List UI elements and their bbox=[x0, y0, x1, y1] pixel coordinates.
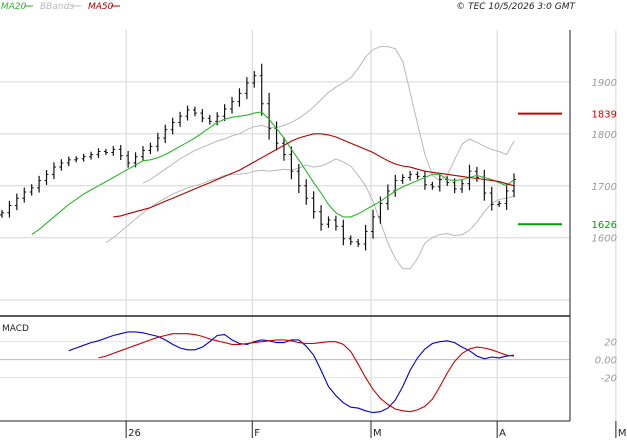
ohlc-bar bbox=[333, 215, 338, 231]
month-tick-label: F bbox=[254, 428, 260, 439]
price-tick-label: 1600 bbox=[592, 234, 617, 245]
macd-line bbox=[68, 331, 515, 414]
ohlc-bar bbox=[126, 150, 131, 168]
ohlc-bar bbox=[207, 114, 212, 125]
ohlc-bar bbox=[237, 88, 242, 107]
ohlc-bar bbox=[267, 92, 272, 140]
ohlc-bar bbox=[408, 171, 413, 181]
ohlc-bar bbox=[289, 146, 294, 180]
ohlc-bar bbox=[311, 191, 316, 219]
legend-ma50: MA50 bbox=[88, 2, 114, 12]
ohlc-bar bbox=[140, 146, 145, 162]
ohlc-bar bbox=[51, 162, 56, 180]
ohlc-bar bbox=[14, 193, 19, 211]
price-bars bbox=[0, 63, 516, 251]
ohlc-bar bbox=[118, 145, 123, 161]
ohlc-bar bbox=[89, 151, 94, 160]
ohlc-bar bbox=[341, 219, 346, 246]
ohlc-bar bbox=[400, 174, 405, 184]
ohlc-bar bbox=[326, 216, 331, 228]
bollinger-lower-line bbox=[105, 158, 515, 270]
ohlc-bar bbox=[111, 146, 116, 156]
ohlc-bar bbox=[222, 104, 227, 121]
ohlc-bar bbox=[7, 200, 12, 218]
legend-ma20: MA20 bbox=[1, 2, 27, 12]
ohlc-bar bbox=[437, 174, 442, 192]
bollinger-bands bbox=[105, 46, 515, 270]
ohlc-bar bbox=[348, 235, 353, 246]
ohlc-bar bbox=[170, 117, 175, 135]
ohlc-bar bbox=[371, 209, 376, 239]
signal-line bbox=[98, 333, 515, 413]
ma20-line bbox=[31, 111, 515, 236]
level-label: 1626 bbox=[592, 220, 617, 231]
price-tick-label: 1800 bbox=[592, 130, 617, 141]
ohlc-bar bbox=[148, 142, 153, 155]
month-tick-label: M bbox=[618, 428, 627, 439]
ohlc-bar bbox=[59, 159, 64, 171]
ohlc-bar bbox=[163, 124, 168, 144]
level-label: 1839 bbox=[592, 110, 617, 121]
ohlc-bar bbox=[155, 132, 160, 152]
ohlc-bar bbox=[103, 148, 108, 156]
macd-lines bbox=[68, 331, 515, 414]
ohlc-bar bbox=[244, 77, 249, 100]
ohlc-bar bbox=[29, 184, 34, 196]
ohlc-bar bbox=[356, 238, 361, 247]
ohlc-bar bbox=[422, 171, 427, 190]
macd-tick-label: 0.00 bbox=[595, 356, 617, 367]
month-tick-label: 26 bbox=[128, 428, 141, 439]
macd-title: MACD bbox=[2, 324, 29, 334]
ohlc-bar bbox=[81, 153, 86, 162]
moving-averages bbox=[31, 111, 515, 236]
price-tick-label: 1700 bbox=[592, 182, 617, 193]
ohlc-bar bbox=[178, 111, 183, 127]
ohlc-bar bbox=[430, 181, 435, 190]
ohlc-bar bbox=[96, 148, 101, 158]
macd-tick-label: -20 bbox=[601, 374, 617, 385]
ohlc-bar bbox=[0, 209, 4, 218]
month-tick-label: A bbox=[499, 428, 506, 439]
macd-tick-label: 20 bbox=[604, 338, 617, 349]
time-axis: 26 F M A M bbox=[125, 421, 627, 439]
bollinger-upper-line bbox=[142, 46, 515, 184]
price-grid bbox=[0, 30, 617, 421]
level-markers: 1839 1626 bbox=[518, 110, 617, 231]
ohlc-bar bbox=[37, 175, 42, 193]
ohlc-bar bbox=[215, 112, 220, 126]
ohlc-bar bbox=[44, 169, 49, 185]
legend-bbands: BBands bbox=[40, 2, 74, 12]
ohlc-bar bbox=[192, 106, 197, 117]
copyright-text: © TEC 10/5/2026 3:0 GMT bbox=[456, 2, 576, 12]
price-tick-label: 1900 bbox=[592, 78, 617, 89]
ohlc-bar bbox=[230, 96, 235, 114]
ohlc-bar bbox=[66, 156, 71, 167]
ohlc-bar bbox=[22, 187, 27, 203]
ohlc-bar bbox=[200, 109, 205, 123]
ohlc-bar bbox=[296, 163, 301, 194]
ohlc-bar bbox=[460, 179, 465, 193]
ma50-line bbox=[113, 133, 515, 218]
legend: MA20 BBands MA50 bbox=[1, 2, 120, 12]
macd-axis: 20 0.00 -20 bbox=[595, 338, 617, 385]
ohlc-bar bbox=[415, 171, 420, 180]
ohlc-bar bbox=[74, 156, 79, 163]
ohlc-bar bbox=[489, 186, 494, 211]
ohlc-bar bbox=[319, 205, 324, 231]
ohlc-bar bbox=[252, 70, 257, 88]
ohlc-bar bbox=[281, 137, 286, 161]
month-tick-label: M bbox=[373, 428, 382, 439]
ohlc-bar bbox=[259, 63, 264, 116]
ohlc-bar bbox=[504, 184, 509, 210]
ohlc-bar bbox=[363, 224, 368, 251]
ohlc-bar bbox=[497, 200, 502, 208]
price-axis: 1900 1800 1700 1600 bbox=[592, 78, 617, 245]
ohlc-bar bbox=[185, 105, 190, 121]
ohlc-bar bbox=[385, 184, 390, 210]
ohlc-bar bbox=[304, 179, 309, 205]
ohlc-bar bbox=[474, 166, 479, 182]
